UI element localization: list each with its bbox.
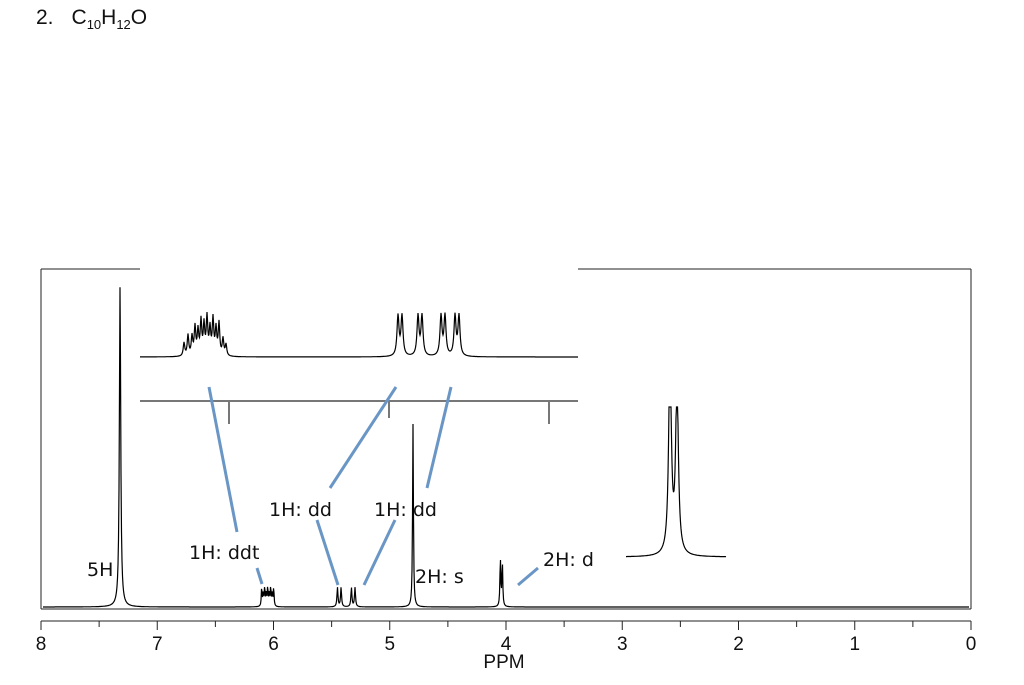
expansion-connectors: [207, 386, 539, 587]
spectrum-trace: [43, 287, 969, 608]
x-axis: 8 7 6 5 4 3 2 1 0 PPM: [36, 608, 977, 673]
x-axis-tick-label: 3: [617, 634, 628, 655]
connector-dd-2: [425, 386, 453, 489]
formula-element: C: [71, 6, 87, 29]
connector-dd-1: [315, 519, 340, 586]
connector-dd-1: [328, 386, 398, 489]
x-axis-tick-label: 4: [501, 634, 512, 655]
x-axis-label: PPM: [483, 652, 524, 673]
plot-frame: [40, 268, 972, 609]
problem-title: 2. C10H12O: [36, 6, 147, 32]
vinyl-expansion-trace: [140, 311, 578, 358]
x-axis-tick-label: 6: [268, 634, 279, 655]
x-axis-tick-label: 2: [733, 634, 744, 655]
peak-label-dd-2: 1H: dd: [374, 499, 437, 521]
formula-subscript: 10: [86, 17, 102, 33]
doublet-expansion-trace: [626, 406, 727, 558]
x-axis-tick-label: 5: [384, 634, 395, 655]
connector-dd-2: [362, 519, 397, 586]
x-axis-tick-labels: 8 7 6 5 4 3 2 1 0: [36, 634, 977, 655]
formula-subscript: 12: [116, 17, 131, 33]
x-axis-tick-label: 0: [966, 634, 977, 655]
x-axis-tick-label: 7: [152, 634, 163, 655]
x-axis-minor-ticks: [40, 621, 972, 630]
vinyl-expansion-inset: [140, 311, 578, 424]
x-axis-tick-label: 8: [36, 634, 47, 655]
peak-label-aromatic: 5H: [87, 559, 113, 581]
molecular-formula: C10H12O: [71, 6, 148, 33]
peak-labels: 5H 1H: ddt 1H: dd 1H: dd 2H: s 2H: d: [87, 499, 594, 588]
peak-label-doublet: 2H: d: [543, 549, 594, 571]
connector-ddt: [207, 386, 239, 533]
peak-label-ddt: 1H: ddt: [189, 542, 259, 564]
formula-element: H: [101, 6, 117, 29]
formula-element: O: [130, 6, 148, 29]
peak-label-singlet: 2H: s: [415, 566, 464, 588]
connector-doublet: [517, 566, 539, 587]
problem-number: 2.: [36, 6, 54, 29]
connector-ddt: [255, 567, 264, 585]
peak-label-dd-1: 1H: dd: [269, 499, 332, 521]
x-axis-tick-label: 1: [849, 634, 860, 655]
